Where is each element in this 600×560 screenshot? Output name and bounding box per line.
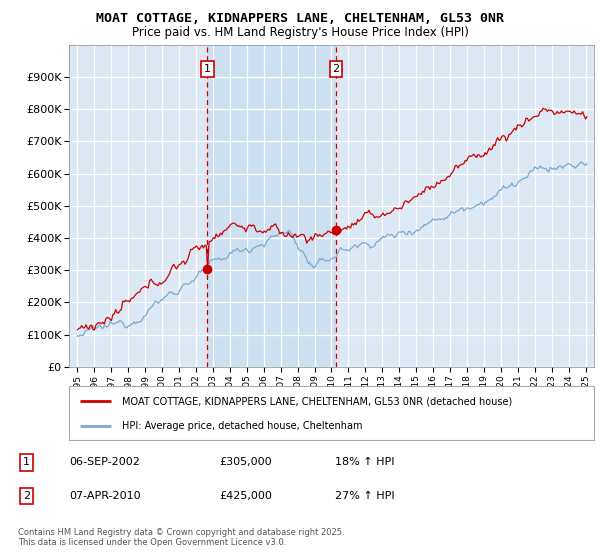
Text: 1: 1 [23, 458, 30, 468]
Text: 07-APR-2010: 07-APR-2010 [70, 491, 141, 501]
Text: 18% ↑ HPI: 18% ↑ HPI [335, 458, 394, 468]
Text: MOAT COTTAGE, KIDNAPPERS LANE, CHELTENHAM, GL53 0NR (detached house): MOAT COTTAGE, KIDNAPPERS LANE, CHELTENHA… [121, 396, 512, 407]
Text: 2: 2 [332, 64, 340, 74]
Text: Contains HM Land Registry data © Crown copyright and database right 2025.
This d: Contains HM Land Registry data © Crown c… [18, 528, 344, 547]
Bar [208, 45, 336, 367]
Text: 06-SEP-2002: 06-SEP-2002 [70, 458, 140, 468]
Text: 2: 2 [23, 491, 30, 501]
Text: £425,000: £425,000 [220, 491, 272, 501]
Text: Price paid vs. HM Land Registry's House Price Index (HPI): Price paid vs. HM Land Registry's House … [131, 26, 469, 39]
Text: HPI: Average price, detached house, Cheltenham: HPI: Average price, detached house, Chel… [121, 421, 362, 431]
Text: 27% ↑ HPI: 27% ↑ HPI [335, 491, 394, 501]
Text: MOAT COTTAGE, KIDNAPPERS LANE, CHELTENHAM, GL53 0NR: MOAT COTTAGE, KIDNAPPERS LANE, CHELTENHA… [96, 12, 504, 25]
Text: 1: 1 [204, 64, 211, 74]
Text: £305,000: £305,000 [220, 458, 272, 468]
